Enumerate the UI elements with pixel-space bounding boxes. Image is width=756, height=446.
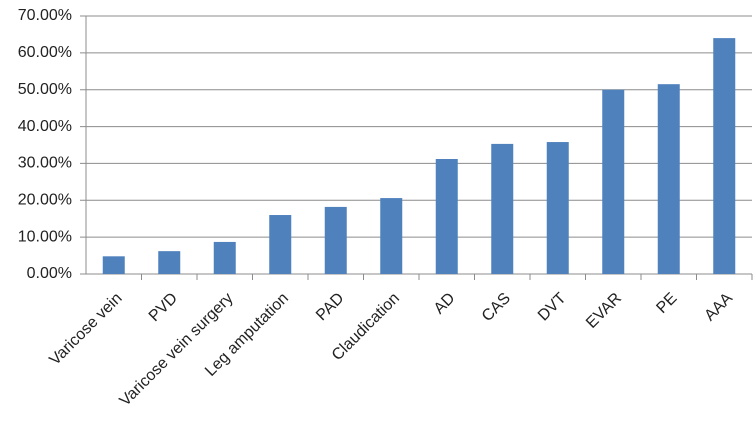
bar <box>435 159 458 274</box>
bar <box>269 215 292 274</box>
bar <box>657 84 680 274</box>
x-tick-label: PAD <box>313 290 347 324</box>
y-tick-label: 60.00% <box>18 44 72 61</box>
bar <box>158 251 181 274</box>
x-tick-label: EVAR <box>583 290 625 332</box>
x-tick-label: PVD <box>146 290 181 325</box>
bar <box>213 241 236 274</box>
bar <box>546 142 569 274</box>
x-tick-label: Varicose vein <box>46 290 125 369</box>
bar <box>713 38 736 274</box>
bar <box>602 89 625 274</box>
y-tick-label: 50.00% <box>18 81 72 98</box>
y-tick-label: 70.00% <box>18 7 72 24</box>
x-tick-label: PE <box>653 290 680 317</box>
x-tick-label: AD <box>431 290 459 318</box>
bar <box>380 198 403 274</box>
y-tick-label: 20.00% <box>18 192 72 209</box>
x-tick-label: AAA <box>701 290 736 325</box>
bar <box>324 206 347 274</box>
y-tick-label: 40.00% <box>18 118 72 135</box>
x-tick-label: CAS <box>479 290 514 325</box>
y-tick-label: 0.00% <box>27 265 72 282</box>
x-tick-label: Varicose vein surgery <box>117 290 237 410</box>
bar <box>102 256 125 274</box>
x-tick-label: DVT <box>535 290 570 325</box>
y-tick-label: 30.00% <box>18 155 72 172</box>
bar <box>491 143 514 274</box>
y-tick-label: 10.00% <box>18 228 72 245</box>
